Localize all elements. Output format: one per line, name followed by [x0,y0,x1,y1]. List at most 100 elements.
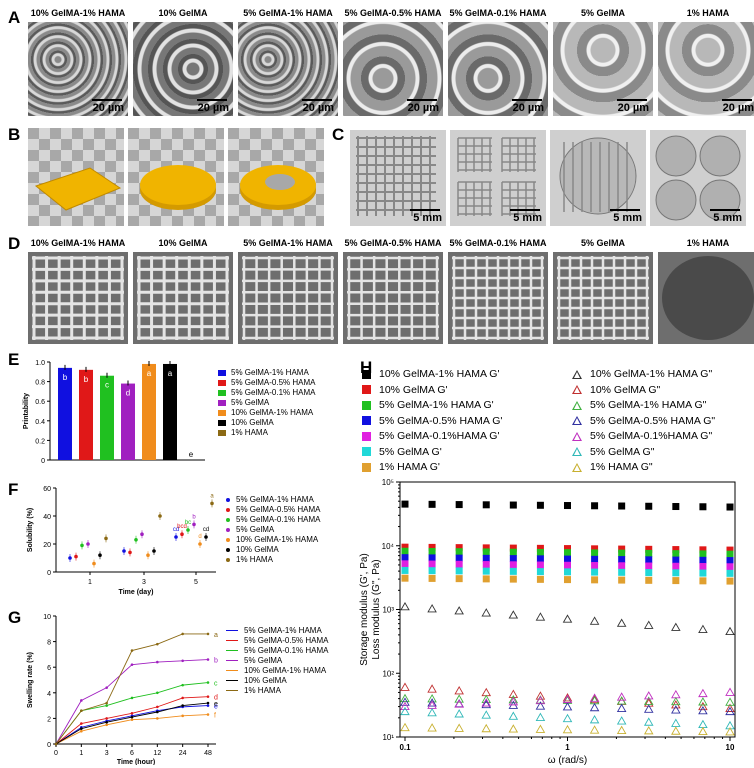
storage-point [645,502,653,510]
storage-point [428,543,436,551]
triangle-marker [572,431,582,441]
data-point [206,704,210,707]
panel-label-e: E [8,350,20,369]
data-point [156,717,159,720]
storage-point [726,546,734,554]
loss-point [616,725,627,734]
storage-point [672,569,680,577]
y-axis-label: Solubility (%) [27,508,34,552]
loss-point [427,700,437,709]
loss-point [454,694,464,703]
storage-point [645,549,653,557]
loss-point [725,727,735,736]
legend-entry-loss: 5% GelMA G" [572,446,654,458]
legend-text: 5% GelMA [231,398,270,407]
legend-text: 10% GelMA-1% HAMA G' [379,368,500,380]
data-point [181,659,184,663]
legend-text: 5% GelMA-0.5% HAMA G" [590,414,716,427]
storage-point [591,555,599,563]
storage-point [699,563,707,571]
legend-entry: 10% GelMA-1% HAMA [226,666,326,675]
scale-label: 20 µm [512,102,544,114]
storage-point [726,563,734,571]
storage-point [509,548,517,556]
scale-label: 20 µm [407,102,439,114]
x-tick-label: 3 [142,579,146,586]
print-grid-photo: 5% GelMA-0.5% HAMA [343,238,443,344]
scale-bar [197,99,227,101]
print-label: 10% GelMA [158,238,208,248]
legend-entry: 10% GelMA-1% HAMA [226,535,318,544]
storage-point [699,577,707,585]
print-grid-photo: 10% GelMA-1% HAMA [28,238,128,344]
storage-point [536,501,544,509]
data-point [198,542,202,546]
panel-label-d: D [8,234,21,253]
loss-point [535,701,546,710]
significance-letter: e [214,704,218,711]
loss-point [508,694,519,704]
scale-bar [710,209,740,211]
square-marker [362,385,371,395]
sem-label: 5% GelMA-1% HAMA [243,8,333,18]
legend-text: 5% GelMA-1% HAMA G' [379,399,494,411]
significance-letter: d [214,695,218,702]
loss-point [698,688,708,698]
sem-image: 1% HAMA 20 µm [658,8,754,116]
loss-point [481,723,492,733]
loss-point [698,719,708,729]
data-point [206,695,210,698]
y-tick-label: 0.6 [35,399,45,406]
legend-swatch [218,369,226,376]
x-axis-label: ω (rad/s) [548,755,587,765]
storage-point [536,575,544,583]
scale-bar [92,99,122,101]
data-point [134,538,138,542]
storage-point [564,576,571,584]
legend-line [226,650,238,652]
legend-swatch [218,389,226,396]
data-point [158,514,162,518]
disc-shape [140,165,216,210]
legend-text: 5% GelMA [236,525,275,534]
legend-text: 1% HAMA G' [379,461,440,473]
storage-point [564,555,571,563]
loss-point [481,694,492,703]
sem-label: 5% GelMA [580,8,625,18]
storage-point [618,545,626,553]
loss-point [535,691,546,700]
data-point [174,535,178,539]
loss-point [562,702,573,711]
scale-bar [512,99,542,101]
significance-letter: a [210,493,214,499]
significance-letter: a [147,369,152,378]
loss-point [508,724,519,733]
loss-point [725,687,735,696]
loss-point [454,686,464,695]
storage-point [401,560,409,568]
y-tick-label: 10³ [382,606,394,615]
data-point [92,561,96,566]
x-tick-label: 1 [565,743,570,752]
y-tick-label: 1.0 [35,360,45,367]
storage-point [455,544,463,552]
legend-entry: 5% GelMA-0.1% HAMA [226,646,328,655]
loss-point [589,616,600,625]
storage-point [455,548,463,556]
data-point [206,681,210,684]
loss-point [454,699,464,708]
storage-point [536,548,544,556]
triangle-hollow [574,418,580,425]
scale-bar [610,209,640,211]
storage-point [618,549,626,557]
significance-letter: a [214,632,218,639]
legend-entry-loss: 5% GelMA-0.1%HAMA G" [572,430,712,442]
data-point [130,663,134,666]
legend-swatch [218,409,226,416]
y-tick-label: 2 [47,716,51,723]
significance-letter: d [198,534,201,540]
data-point [105,686,108,689]
panel-label-g: G [8,608,22,627]
storage-point [699,546,707,554]
legend-entry: 10% GelMA [218,418,274,427]
